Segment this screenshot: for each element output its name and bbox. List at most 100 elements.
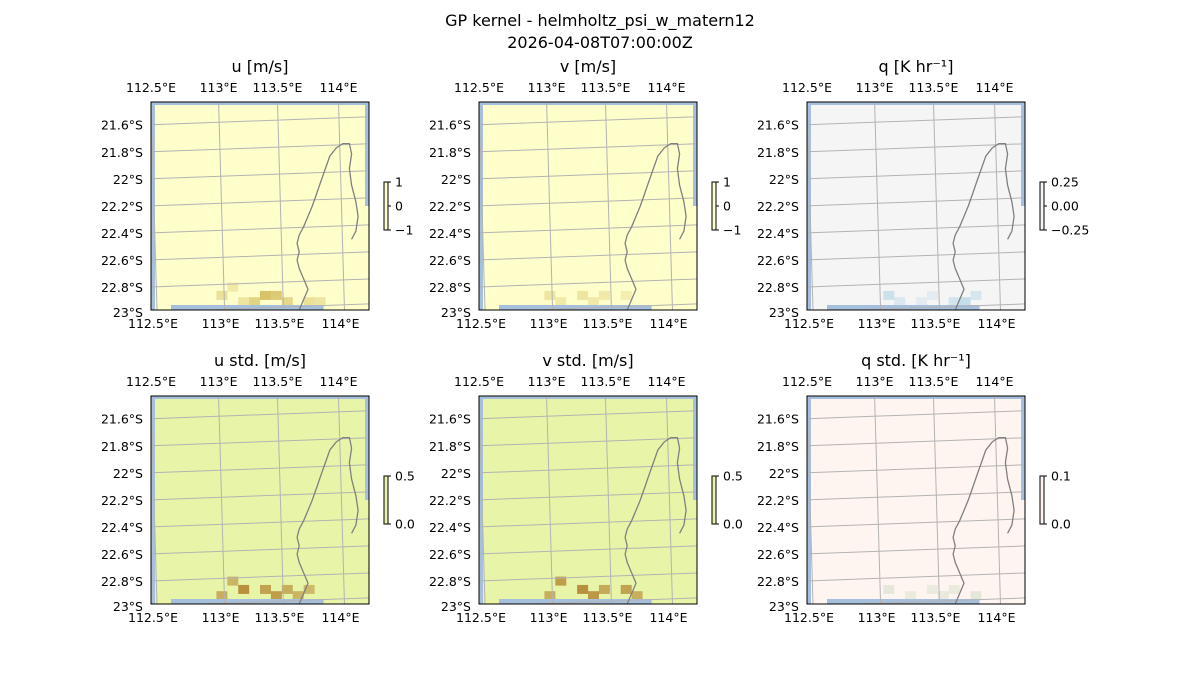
data-cell [303,584,315,594]
panel-title: q std. [K hr⁻¹] [861,351,971,370]
lon-tick-label-bottom: 113°E [858,316,896,331]
lat-tick-label: 23°S [441,599,471,614]
gridline-lat [845,597,1025,604]
colorbar-tick-label: 1 [723,175,731,190]
data-cell [544,591,556,601]
data-cell [926,584,938,594]
field-background [151,396,369,604]
panel-2: v [m/s]112.5°E112.5°E113°E113°E113.5°E11… [429,57,741,331]
data-cell [883,290,895,300]
lat-tick-label: 22.6°S [757,547,799,562]
data-cell [926,290,938,300]
lat-tick-label: 22.6°S [101,253,143,268]
lat-tick-label: 22.8°S [429,574,471,589]
lat-tick-label: 21.6°S [757,412,799,427]
gridline-lon [665,102,673,310]
field-layer [479,102,697,310]
lat-tick-label: 22°S [441,466,471,481]
lon-tick-label-top: 113°E [856,80,894,95]
panel-1: u [m/s]112.5°E112.5°E113°E113°E113.5°E11… [101,57,413,331]
lat-tick-label: 22.2°S [429,199,471,214]
lon-tick-label-bottom: 112.5°E [128,610,178,625]
map-frame [478,101,698,311]
coastline [296,142,359,310]
gridline-lat [807,278,1025,288]
gridline-lat [807,491,1025,501]
data-cell [577,290,589,300]
gridline-lon [546,102,554,310]
lon-tick-label-bottom: 114°E [977,316,1015,331]
lon-tick-label-top: 113°E [200,80,238,95]
lat-tick-label: 22°S [769,466,799,481]
gridline-lat [189,303,369,310]
lat-tick-label: 22.6°S [429,253,471,268]
lat-tick-label: 21.8°S [101,439,143,454]
map-frame [806,101,1026,311]
ocean-bottom-edge [171,599,324,604]
lon-tick-label-top: 112.5°E [126,80,176,95]
gridline-lat [807,410,1025,420]
lon-tick-label-bottom: 113°E [530,610,568,625]
panel-3: q [K hr⁻¹] 112.5°E 112.5°E 113°E 113°E 113.5°… [757,57,1089,331]
gridline-lat [151,491,369,501]
data-cell [544,290,556,300]
colorbar [383,181,389,231]
lon-tick-label-bottom: 113.5°E [910,610,960,625]
lon-tick-label-bottom: 114°E [977,610,1015,625]
gridline-lat [151,197,369,207]
lat-tick-label: 21.6°S [429,118,471,133]
ocean-right-edge [1021,396,1025,500]
lon-tick-label-bottom: 112.5°E [784,610,834,625]
data-cell [249,297,261,307]
gridline-lat [479,278,697,288]
lat-tick-label: 22.4°S [101,226,143,241]
colorbar-tick-label: 1 [395,175,403,190]
map-frame [478,395,698,605]
lat-tick-label: 22.8°S [101,280,143,295]
lat-tick-label: 21.6°S [429,412,471,427]
data-cell [260,290,271,300]
gridline-lat [479,464,697,474]
lon-tick-label-top: 112.5°E [126,374,176,389]
gridline-lat [151,116,369,126]
data-cell [937,591,949,601]
lat-tick-label: 22.4°S [429,226,471,241]
data-cell [555,297,567,307]
map-frame [150,101,370,311]
gridline-lat [479,545,697,555]
lat-tick-label: 22.2°S [757,493,799,508]
lon-tick-label-top: 113.5°E [580,374,630,389]
data-cell [631,591,643,601]
lon-tick-label-top: 112.5°E [454,80,504,95]
gridline-lon [993,396,1001,604]
lon-tick-label-bottom: 113.5°E [582,610,632,625]
colorbar [1039,181,1045,231]
gridline-lat [807,464,1025,474]
gridline-lon [874,102,882,310]
gridline-lat [479,251,697,261]
lat-tick-label: 22.2°S [757,199,799,214]
ocean-top-edge [151,102,369,105]
lon-tick-label-top: 112.5°E [782,80,832,95]
lon-tick-label-top: 113°E [528,80,566,95]
field-layer [479,396,697,604]
data-cell [588,297,599,307]
lon-tick-label-top: 114°E [647,80,685,95]
panel-title: v std. [m/s] [542,351,633,370]
gridline-lat [517,303,697,310]
colorbar-tick-label: 0.0 [395,517,415,532]
ocean-bottom-edge [827,305,980,310]
coastline [952,436,1015,604]
gridline-lat [479,518,697,528]
gridline-lon [932,396,940,604]
gridline-lat [151,170,369,180]
lat-tick-label: 23°S [441,305,471,320]
gridline-lon [993,102,1001,310]
lon-tick-label-top: 113.5°E [908,80,958,95]
ocean-right-edge [693,396,697,500]
gridline-lon [665,396,673,604]
colorbar [711,475,717,525]
gridline-lat [151,224,369,234]
lat-tick-label: 23°S [769,599,799,614]
lon-tick-label-bottom: 114°E [649,610,687,625]
